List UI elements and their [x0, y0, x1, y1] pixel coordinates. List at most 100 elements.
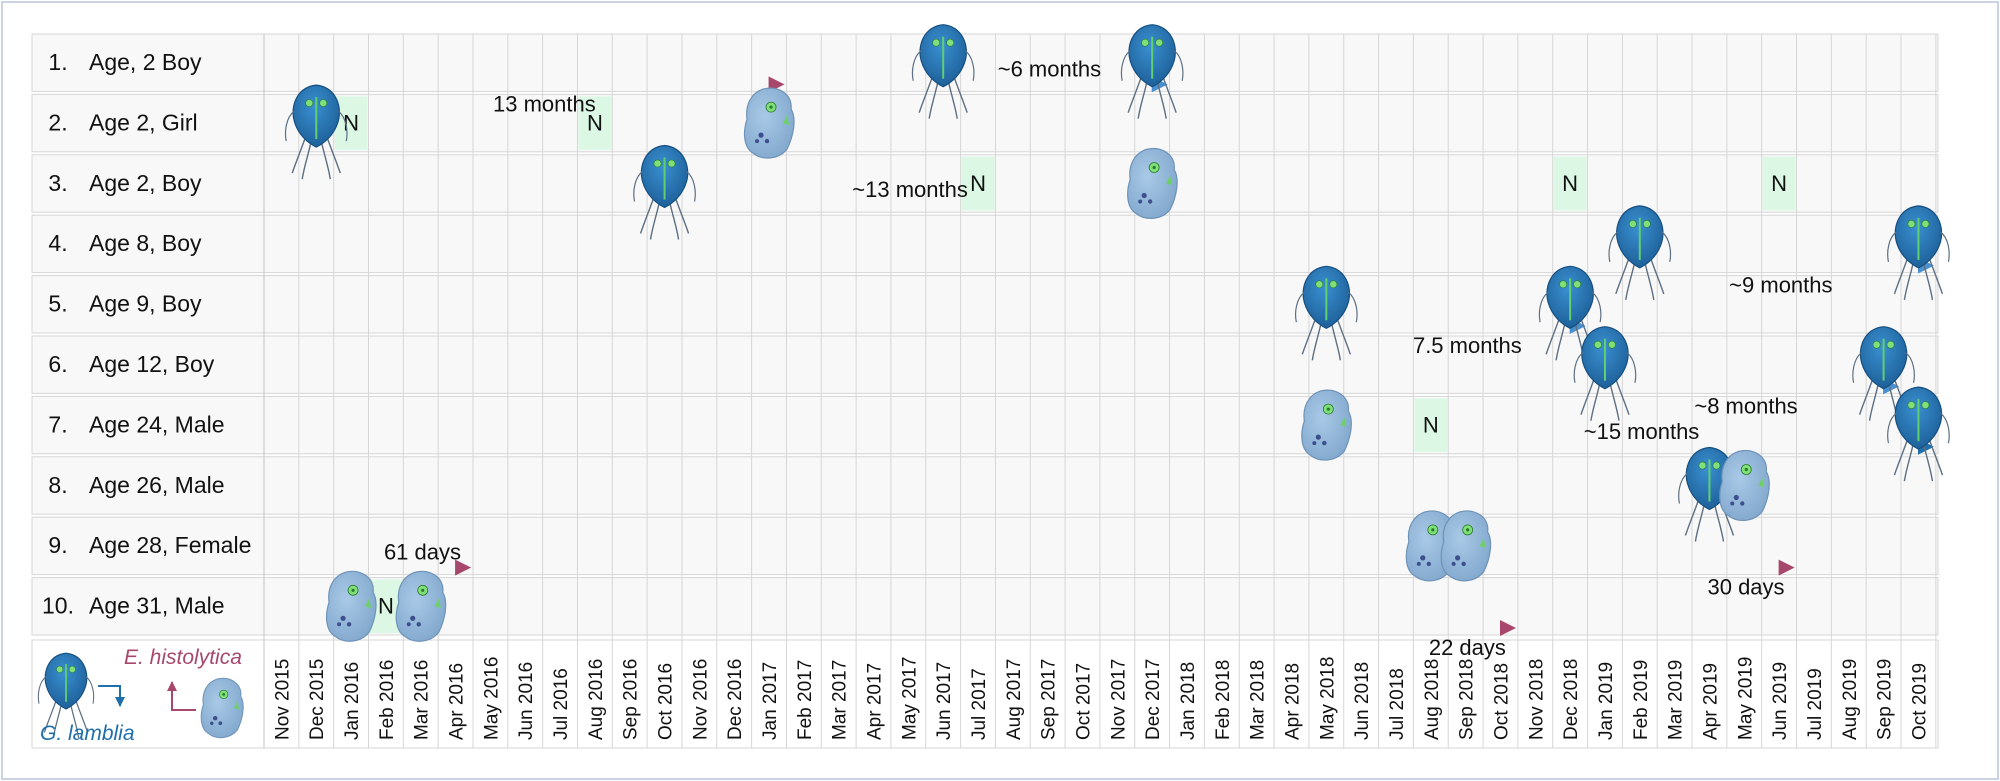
- giardia-icon: [1887, 205, 1950, 300]
- interval-label: 30 days: [1707, 575, 1784, 600]
- month-tick-label: Apr 2016: [447, 663, 468, 740]
- month-tick-label: Jan 2018: [1178, 662, 1199, 740]
- patient-label: Age 2, Boy: [89, 170, 202, 196]
- interval-label: ~8 months: [1694, 393, 1797, 418]
- patient-row: [31, 335, 1939, 394]
- patient-row: [31, 275, 1939, 334]
- month-tick-label: Feb 2016: [377, 660, 398, 740]
- month-tick-label: Oct 2018: [1491, 663, 1512, 740]
- giardia-icon: [1852, 326, 1915, 421]
- patient-number: 9.: [48, 532, 67, 558]
- patient-row: [31, 395, 1939, 455]
- giardia-icon: [1538, 265, 1602, 361]
- patient-number: 1.: [48, 49, 67, 75]
- legend-giardia-label: G. lamblia: [40, 722, 135, 745]
- negative-test-mark: N: [1562, 171, 1578, 196]
- negative-test-mark: N: [378, 594, 394, 619]
- month-grid: [298, 34, 1937, 748]
- month-tick-label: Oct 2016: [656, 663, 677, 740]
- negative-test-cell: [578, 96, 612, 150]
- patient-label: Age 26, Male: [89, 472, 225, 498]
- patient-number: 7.: [48, 411, 67, 437]
- month-tick-label: Nov 2017: [1108, 659, 1129, 740]
- month-tick-label: Nov 2015: [272, 659, 293, 740]
- month-tick-label: Mar 2016: [412, 660, 433, 740]
- interval-label: 61 days: [384, 540, 461, 565]
- month-tick-label: Feb 2019: [1631, 660, 1652, 740]
- negative-test-cell: [334, 96, 368, 150]
- patient-number: 8.: [48, 472, 67, 498]
- month-tick-label: Jul 2016: [551, 668, 572, 740]
- month-tick-label: Aug 2017: [1004, 659, 1025, 740]
- giardia-icon: [1608, 205, 1672, 300]
- entamoeba-icon: [1719, 450, 1770, 521]
- interval-label: ~9 months: [1729, 273, 1832, 298]
- patient-label: Age 31, Male: [89, 593, 225, 619]
- patient-number: 5.: [48, 291, 67, 317]
- month-tick-label: Jun 2018: [1352, 662, 1373, 740]
- legend-giardia-icon: [37, 652, 95, 738]
- interval-label: 13 months: [493, 91, 596, 116]
- patient-number: 3.: [48, 170, 67, 196]
- month-tick-label: Jun 2017: [934, 662, 955, 740]
- patient-number: 10.: [42, 593, 74, 619]
- legend-entamoeba-arrow: [167, 681, 196, 711]
- patient-row: [31, 456, 1939, 515]
- month-tick-label: May 2017: [899, 657, 920, 740]
- month-tick-label: Dec 2015: [307, 659, 328, 740]
- month-tick-label: Sep 2016: [621, 659, 642, 740]
- month-tick-label: May 2018: [1317, 657, 1338, 740]
- month-tick-label: Nov 2018: [1526, 659, 1547, 740]
- giardia-icon: [1887, 386, 1950, 482]
- month-tick-label: Jun 2016: [516, 662, 537, 740]
- month-tick-label: Sep 2019: [1875, 659, 1896, 740]
- axis-box: [31, 639, 1939, 749]
- month-tick-label: Sep 2017: [1039, 659, 1060, 740]
- entamoeba-icon: [395, 570, 447, 642]
- month-tick-label: Jan 2017: [760, 662, 781, 740]
- entamoeba-icon: [1440, 510, 1492, 582]
- negative-test-cell: [1553, 156, 1587, 211]
- infection-markers: [284, 24, 1950, 642]
- month-tick-label: Dec 2017: [1143, 659, 1164, 740]
- legend: G. lamblia E. histolytica: [37, 646, 244, 745]
- patient-label: Age, 2 Boy: [89, 49, 202, 75]
- month-tick-label: Mar 2017: [830, 660, 851, 740]
- interval-label: 7.5 months: [1413, 333, 1522, 358]
- giardia-icon: [284, 84, 348, 180]
- month-tick-label: Apr 2018: [1282, 663, 1303, 740]
- entamoeba-icon: [1127, 148, 1178, 219]
- month-tick-label: Jul 2018: [1387, 668, 1408, 740]
- month-tick-label: Sep 2018: [1457, 659, 1478, 740]
- month-tick-label: Dec 2016: [725, 659, 746, 740]
- month-tick-label: May 2016: [481, 657, 502, 740]
- negative-test-mark: N: [587, 110, 603, 135]
- giardia-icon: [1573, 326, 1637, 421]
- month-tick-label: Jan 2016: [342, 662, 363, 740]
- patient-row: [31, 577, 1939, 636]
- patient-label: Age 8, Boy: [89, 230, 202, 256]
- interval-label: ~15 months: [1584, 419, 1700, 444]
- month-tick-label: Mar 2018: [1248, 660, 1269, 740]
- month-tick-label: Dec 2018: [1561, 659, 1582, 740]
- month-tick-label: Aug 2018: [1422, 659, 1443, 740]
- patient-number: 2.: [48, 109, 67, 135]
- legend-entamoeba-label: E. histolytica: [124, 646, 242, 669]
- month-tick-label: Oct 2019: [1909, 663, 1930, 740]
- month-axis: Nov 2015 Dec 2015 Jan 2016 Feb 2016 Mar 2016…: [272, 657, 1930, 740]
- negative-test-mark: N: [970, 171, 986, 196]
- giardia-icon: [1120, 24, 1184, 119]
- entamoeba-icon: [743, 87, 795, 159]
- patient-label: Age 9, Boy: [89, 291, 202, 317]
- giardia-icon: [1294, 265, 1358, 361]
- negative-test-mark: N: [1771, 171, 1787, 196]
- month-tick-label: Nov 2016: [690, 659, 711, 740]
- giardia-icon: [37, 652, 95, 738]
- patient-number: 4.: [48, 230, 67, 256]
- month-tick-label: Oct 2017: [1074, 663, 1095, 740]
- patient-label: Age 2, Girl: [89, 109, 198, 135]
- patient-row: [31, 33, 1939, 92]
- month-tick-label: Mar 2019: [1666, 660, 1687, 740]
- negative-test-cell: [1414, 398, 1448, 452]
